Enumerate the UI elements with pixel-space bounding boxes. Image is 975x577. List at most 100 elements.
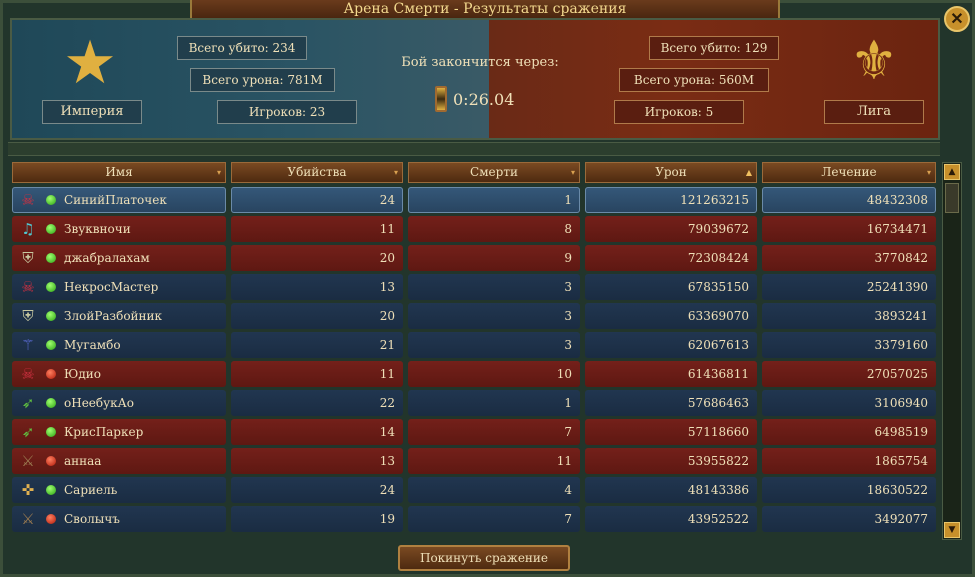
kills-cell: 11: [231, 361, 403, 387]
damage-cell: 57118660: [585, 419, 757, 445]
staff-icon: ⚚: [21, 336, 35, 354]
close-icon: ✕: [950, 9, 964, 28]
league-kills: Всего убито: 129: [649, 36, 779, 60]
empire-damage: Всего урона: 781M: [190, 68, 335, 92]
heal-cell: 3106940: [762, 390, 936, 416]
table-row[interactable]: ☠ НекросМастер 13 3 67835150 25241390: [12, 274, 936, 300]
kills-cell: 14: [231, 419, 403, 445]
arrow-icon: ➶: [21, 394, 35, 412]
deaths-cell: 7: [408, 419, 580, 445]
heal-cell: 48432308: [762, 187, 936, 213]
scrollbar[interactable]: ▲ ▼: [942, 162, 962, 540]
deaths-cell: 8: [408, 216, 580, 242]
player-cell: ☠ НекросМастер: [12, 274, 226, 300]
column-kills[interactable]: Убийства: [231, 162, 403, 183]
status-dot-icon: [46, 427, 56, 437]
sword-icon: ⚔: [21, 510, 35, 528]
player-cell: ➶ оНеебукАо: [12, 390, 226, 416]
deaths-cell: 3: [408, 274, 580, 300]
player-name: аннаа: [64, 454, 102, 468]
status-dot-icon: [46, 224, 56, 234]
deaths-cell: 4: [408, 477, 580, 503]
lute-icon: ♫: [21, 220, 35, 238]
kills-cell: 20: [231, 303, 403, 329]
player-name: КрисПаркер: [64, 425, 144, 439]
player-name: Мугамбо: [64, 338, 121, 352]
player-name: Звуквночи: [64, 222, 131, 236]
player-name: СинийПлаточек: [64, 193, 167, 207]
table-row[interactable]: ♫ Звуквночи 11 8 79039672 16734471: [12, 216, 936, 242]
damage-cell: 121263215: [585, 187, 757, 213]
heal-cell: 3492077: [762, 506, 936, 532]
heal-cell: 1865754: [762, 448, 936, 474]
damage-cell: 43952522: [585, 506, 757, 532]
leave-battle-button[interactable]: Покинуть сражение: [398, 545, 570, 571]
kills-cell: 22: [231, 390, 403, 416]
table-row[interactable]: ⛨ джабралахам 20 9 72308424 3770842: [12, 245, 936, 271]
player-name: Сариель: [64, 483, 118, 497]
results-table: ☠ СинийПлаточек 24 1 121263215 48432308 ♫ Звукв…: [12, 187, 936, 535]
column-name[interactable]: Имя: [12, 162, 226, 183]
player-name: джабралахам: [64, 251, 150, 265]
player-cell: ☠ СинийПлаточек: [12, 187, 226, 213]
scroll-up-button[interactable]: ▲: [944, 164, 960, 180]
kills-cell: 13: [231, 274, 403, 300]
table-row[interactable]: ➶ оНеебукАо 22 1 57686463 3106940: [12, 390, 936, 416]
timer-label: Бой закончится через:: [401, 55, 559, 70]
damage-cell: 63369070: [585, 303, 757, 329]
damage-cell: 72308424: [585, 245, 757, 271]
status-dot-icon: [46, 456, 56, 466]
player-name: ЗлойРазбойник: [64, 309, 163, 323]
column-deaths[interactable]: Смерти: [408, 162, 580, 183]
damage-cell: 57686463: [585, 390, 757, 416]
table-row[interactable]: ✜ Сариель 24 4 48143386 18630522: [12, 477, 936, 503]
kills-cell: 19: [231, 506, 403, 532]
empire-kills: Всего убито: 234: [177, 36, 307, 60]
player-cell: ⚔ аннаа: [12, 448, 226, 474]
heal-cell: 3379160: [762, 332, 936, 358]
player-cell: ☠ Юдио: [12, 361, 226, 387]
table-row[interactable]: ⚚ Мугамбо 21 3 62067613 3379160: [12, 332, 936, 358]
table-row[interactable]: ⚔ аннаа 13 11 53955822 1865754: [12, 448, 936, 474]
column-damage[interactable]: Урон: [585, 162, 757, 183]
player-cell: ⛨ джабралахам: [12, 245, 226, 271]
scroll-down-button[interactable]: ▼: [944, 522, 960, 538]
sword-icon: ⚔: [21, 452, 35, 470]
table-row[interactable]: ➶ КрисПаркер 14 7 57118660 6498519: [12, 419, 936, 445]
ornament-divider: [8, 142, 940, 156]
heal-cell: 3893241: [762, 303, 936, 329]
table-header: Имя Убийства Смерти Урон Лечение: [12, 162, 936, 183]
deaths-cell: 1: [408, 187, 580, 213]
heal-cell: 16734471: [762, 216, 936, 242]
close-button[interactable]: ✕: [944, 6, 970, 32]
table-row[interactable]: ☠ Юдио 11 10 61436811 27057025: [12, 361, 936, 387]
damage-cell: 61436811: [585, 361, 757, 387]
heal-cell: 3770842: [762, 245, 936, 271]
deaths-cell: 1: [408, 390, 580, 416]
heal-cell: 27057025: [762, 361, 936, 387]
heal-cell: 18630522: [762, 477, 936, 503]
shield-icon: ⛨: [22, 249, 34, 267]
eagle-icon: ⚜: [849, 29, 899, 92]
player-name: оНеебукАо: [64, 396, 134, 410]
table-row[interactable]: ☠ СинийПлаточек 24 1 121263215 48432308: [12, 187, 936, 213]
deaths-cell: 7: [408, 506, 580, 532]
hourglass-icon: [435, 86, 447, 112]
deaths-cell: 3: [408, 332, 580, 358]
kills-cell: 24: [231, 477, 403, 503]
empire-name: Империя: [42, 100, 142, 124]
league-name: Лига: [824, 100, 924, 124]
column-heal[interactable]: Лечение: [762, 162, 936, 183]
deaths-cell: 3: [408, 303, 580, 329]
table-row[interactable]: ⛨ ЗлойРазбойник 20 3 63369070 3893241: [12, 303, 936, 329]
timer: 0:26.04: [435, 86, 514, 112]
deaths-cell: 11: [408, 448, 580, 474]
scroll-thumb[interactable]: [945, 183, 959, 213]
player-cell: ✜ Сариель: [12, 477, 226, 503]
player-cell: ⛨ ЗлойРазбойник: [12, 303, 226, 329]
empire-players: Игроков: 23: [217, 100, 357, 124]
player-name: Юдио: [64, 367, 101, 381]
table-row[interactable]: ⚔ Сволычъ 19 7 43952522 3492077: [12, 506, 936, 532]
kills-cell: 13: [231, 448, 403, 474]
damage-cell: 48143386: [585, 477, 757, 503]
